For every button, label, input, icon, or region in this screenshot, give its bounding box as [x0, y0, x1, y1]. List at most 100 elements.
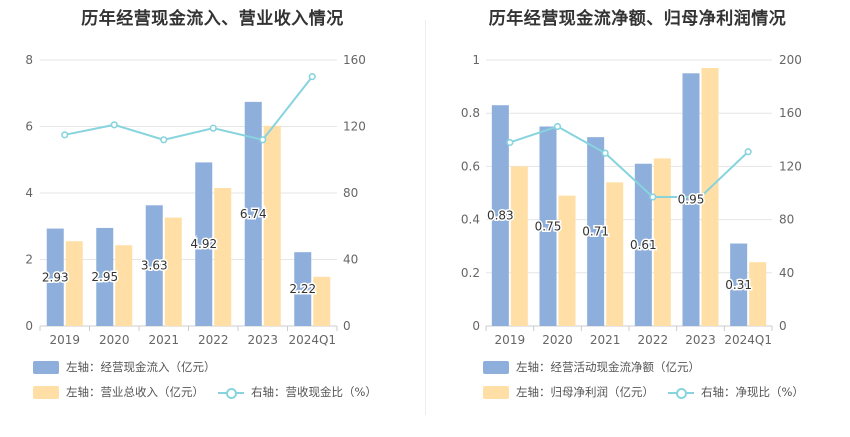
y-right-tick-label: 200 — [779, 53, 802, 67]
chart-plot: 0 0.2 0.4 0.6 0.8 1 0 40 80 120 160 200 2019 2020 2021… — [461, 53, 802, 347]
bar-value-label: 0.61 — [630, 238, 657, 252]
x-tick-label: 2023 — [685, 333, 716, 347]
bar-primary — [587, 137, 605, 326]
legend-item-net-profit[interactable]: 左轴：归母净利润（亿元） — [483, 384, 654, 400]
bar-secondary — [164, 217, 182, 326]
legend-label: 右轴：净现比（%） — [701, 385, 804, 399]
bar-secondary — [313, 276, 331, 326]
x-tick-label: 2022 — [198, 333, 229, 347]
bar-primary — [244, 101, 262, 327]
x-tick-label: 2021 — [148, 333, 179, 347]
bar-value-label: 0.95 — [678, 193, 705, 207]
x-tick-label: 2024Q1 — [724, 333, 772, 347]
x-tick-label: 2021 — [590, 333, 621, 347]
y-left-tick-label: 0.6 — [461, 159, 480, 173]
y-right-tick-label: 80 — [343, 186, 358, 200]
bar-value-label: 2.93 — [42, 270, 69, 284]
x-tick-label: 2022 — [638, 333, 669, 347]
bar-secondary — [653, 158, 671, 326]
legend-label: 左轴：经营现金流入（亿元） — [66, 360, 216, 374]
y-left-tick-label: 0.4 — [461, 213, 480, 227]
ratio-line — [64, 76, 314, 141]
bar-value-label: 0.71 — [582, 225, 609, 239]
legend-label: 左轴：归母净利润（亿元） — [516, 385, 654, 399]
ratio-point — [259, 136, 267, 144]
bar-secondary — [214, 188, 232, 326]
y-left-tick-label: 0 — [25, 319, 33, 333]
bar-primary — [195, 162, 213, 326]
bar-primary — [294, 252, 312, 326]
y-left-tick-label: 0.2 — [461, 266, 480, 280]
legend-swatch — [483, 385, 509, 399]
legend-item-revenue[interactable]: 左轴：营业总收入（亿元） — [33, 384, 204, 400]
x-tick-label: 2023 — [247, 333, 278, 347]
y-left-tick-label: 6 — [25, 120, 33, 134]
bar-primary — [682, 73, 700, 326]
bar-secondary — [65, 241, 83, 326]
y-right-tick-label: 160 — [779, 106, 802, 120]
legend-label: 左轴：经营活动现金流净额（亿元） — [516, 360, 700, 374]
legend-item-ratio[interactable]: 右轴：营收现金比（%） — [218, 384, 377, 400]
y-right-tick-label: 160 — [343, 53, 366, 67]
ratio-point — [61, 131, 69, 139]
bar-primary — [634, 163, 652, 326]
bar-secondary — [701, 67, 719, 326]
x-tick-label: 2020 — [542, 333, 573, 347]
bar-secondary — [558, 195, 576, 326]
y-right-tick-label: 120 — [343, 120, 366, 134]
ratio-line — [509, 125, 749, 198]
legend-label: 左轴：营业总收入（亿元） — [66, 385, 204, 399]
legend-line-icon — [218, 386, 244, 399]
x-tick-label: 2019 — [495, 333, 526, 347]
y-right-tick-label: 120 — [779, 159, 802, 173]
panel-divider — [425, 20, 426, 415]
chart-panel-net-cash: 历年经营现金流净额、归母净利润情况 0 0.2 0.4 0.6 0.8 1 0 40 80 120… — [425, 0, 850, 437]
bar-secondary — [115, 245, 133, 326]
bar-primary — [145, 205, 163, 326]
ratio-point — [308, 73, 316, 81]
y-right-tick-label: 40 — [343, 253, 358, 267]
y-right-tick-label: 40 — [779, 266, 794, 280]
bar-primary — [491, 105, 509, 326]
legend-item-ratio[interactable]: 右轴：净现比（%） — [668, 384, 804, 400]
y-left-tick-label: 4 — [25, 186, 33, 200]
legend-swatch — [33, 385, 59, 399]
y-left-tick-label: 0 — [472, 319, 480, 333]
bar-secondary — [606, 182, 624, 326]
ratio-point — [506, 138, 514, 147]
legend-item-cash-inflow[interactable]: 左轴：经营现金流入（亿元） — [33, 359, 216, 375]
ratio-point — [209, 124, 217, 132]
y-right-tick-label: 80 — [779, 213, 794, 227]
ratio-point — [110, 121, 118, 129]
chart-panel-cash-inflow: 历年经营现金流入、营业收入情况 0 2 4 6 8 0 40 80 120 160 2019 2020… — [25, 9, 377, 400]
legend-swatch — [33, 360, 59, 374]
x-tick-label: 2024Q1 — [288, 333, 336, 347]
ratio-point — [649, 193, 657, 201]
chart-title: 历年经营现金流入、营业收入情况 — [81, 9, 344, 29]
ratio-point — [553, 122, 562, 131]
bar-value-label: 2.22 — [289, 282, 316, 296]
chart-title: 历年经营现金流净额、归母净利润情况 — [488, 9, 787, 29]
bar-secondary — [263, 125, 281, 327]
y-right-tick-label: 0 — [343, 319, 351, 333]
bar-value-label: 4.92 — [190, 237, 217, 251]
legend-swatch — [483, 360, 509, 374]
legend-label: 右轴：营收现金比（%） — [251, 385, 377, 399]
bar-value-label: 0.31 — [725, 278, 752, 292]
y-left-tick-label: 1 — [472, 53, 480, 67]
ratio-point — [696, 193, 705, 201]
ratio-point — [744, 148, 752, 156]
bar-secondary — [510, 166, 528, 326]
bar-value-label: 6.74 — [240, 207, 267, 221]
bar-value-label: 0.83 — [487, 209, 514, 223]
bar-primary — [46, 228, 64, 326]
bar-value-label: 2.95 — [91, 270, 118, 284]
ratio-point — [160, 136, 168, 144]
bar-primary — [730, 243, 748, 326]
bar-value-label: 0.75 — [535, 219, 562, 233]
legend-item-net-cash[interactable]: 左轴：经营活动现金流净额（亿元） — [483, 359, 700, 375]
bar-primary — [539, 126, 557, 326]
legend-line-icon — [668, 386, 694, 399]
bar-value-label: 3.63 — [141, 259, 168, 273]
